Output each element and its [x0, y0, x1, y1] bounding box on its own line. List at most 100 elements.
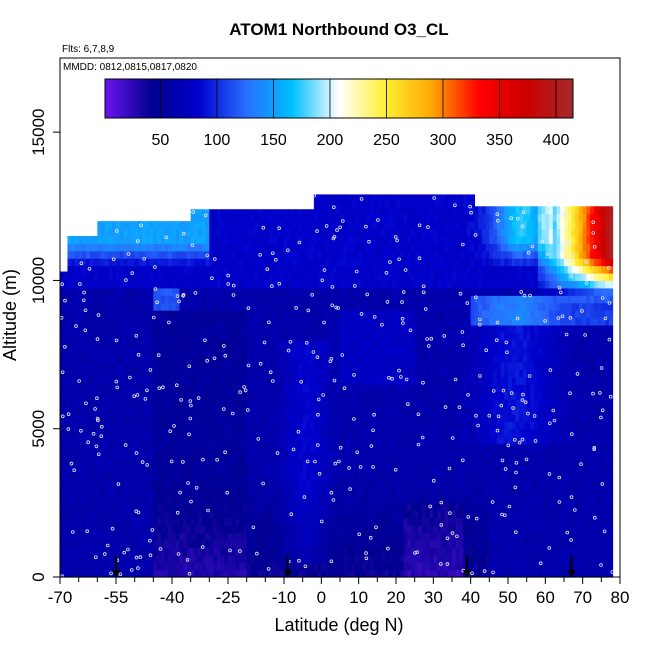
heatmap-cell	[60, 339, 65, 348]
heatmap-cell	[86, 450, 91, 459]
heatmap-cell	[153, 502, 158, 511]
heatmap-cell	[89, 369, 95, 378]
heatmap-cell	[149, 421, 154, 430]
heatmap-cell	[343, 258, 349, 267]
heatmap-cell	[242, 562, 248, 571]
heatmap-cell	[123, 450, 128, 459]
heatmap-cell	[369, 517, 375, 526]
heatmap-cell	[298, 235, 304, 244]
heatmap-cell	[369, 502, 375, 511]
heatmap-cell	[86, 436, 91, 445]
heatmap-cell	[205, 443, 210, 452]
heatmap-cell	[425, 258, 431, 267]
heatmap-cell	[164, 436, 169, 445]
heatmap-cell	[216, 209, 222, 215]
heatmap-cell	[239, 376, 244, 385]
heatmap-cell	[381, 525, 386, 534]
heatmap-cell	[67, 539, 72, 548]
heatmap-cell	[239, 488, 244, 497]
heatmap-cell	[235, 384, 240, 393]
heatmap-cell	[384, 310, 390, 319]
heatmap-cell	[280, 406, 285, 415]
heatmap-cell	[422, 213, 427, 222]
heatmap-cell	[250, 406, 255, 415]
heatmap-cell	[179, 562, 184, 571]
heatmap-cell	[313, 443, 319, 452]
heatmap-cell	[93, 488, 98, 497]
heatmap-cell	[194, 295, 199, 304]
heatmap-cell	[373, 562, 378, 571]
heatmap-cell	[123, 465, 128, 474]
heatmap-cell	[86, 376, 91, 385]
heatmap-cell	[119, 280, 125, 289]
heatmap-cell	[127, 354, 132, 363]
heatmap-cell	[97, 399, 102, 408]
heatmap-cell	[373, 287, 378, 296]
heatmap-cell	[321, 369, 326, 378]
heatmap-cell	[328, 562, 334, 571]
heatmap-cell	[343, 517, 349, 526]
heatmap-cell	[354, 287, 360, 296]
heatmap-cell	[343, 473, 349, 482]
heatmap-cell	[429, 510, 434, 519]
heatmap-cell	[116, 443, 121, 452]
heatmap-cell	[82, 287, 87, 296]
heatmap-cell	[179, 443, 184, 452]
heatmap-cell	[231, 221, 237, 230]
heatmap-cell	[340, 194, 345, 200]
heatmap-cell	[93, 265, 98, 274]
heatmap-cell	[153, 554, 158, 563]
heatmap-cell	[164, 361, 169, 370]
heatmap-cell	[190, 436, 195, 445]
heatmap-cell	[295, 287, 300, 296]
heatmap-cell	[119, 443, 125, 452]
heatmap-cell	[82, 280, 87, 289]
heatmap-cell	[108, 273, 113, 282]
heatmap-cell	[97, 228, 102, 237]
heatmap-cell	[396, 332, 401, 341]
heatmap-cell	[358, 562, 363, 571]
heatmap-cell	[321, 532, 326, 541]
heatmap-cell	[71, 324, 76, 333]
heatmap-cell	[119, 562, 125, 571]
heatmap-cell	[168, 406, 173, 415]
heatmap-cell	[272, 399, 278, 408]
heatmap-cell	[175, 391, 181, 400]
heatmap-cell	[381, 569, 386, 578]
heatmap-cell	[198, 421, 203, 430]
heatmap-cell	[220, 495, 225, 504]
heatmap-cell	[153, 221, 158, 230]
heatmap-cell	[257, 450, 263, 459]
heatmap-cell	[257, 480, 263, 489]
heatmap-cell	[254, 532, 259, 541]
heatmap-cell	[347, 287, 352, 296]
heatmap-cell	[313, 421, 319, 430]
heatmap-cell	[418, 532, 423, 541]
heatmap-cell	[269, 421, 274, 430]
heatmap-cell	[369, 569, 375, 578]
heatmap-cell	[145, 480, 151, 489]
heatmap-cell	[302, 280, 307, 289]
heatmap-cell	[325, 517, 330, 526]
heatmap-cell	[130, 376, 136, 385]
heatmap-cell	[175, 525, 181, 534]
heatmap-cell	[321, 443, 326, 452]
heatmap-cell	[213, 324, 218, 333]
heatmap-cell	[403, 273, 408, 282]
heatmap-cell	[228, 361, 233, 370]
heatmap-cell	[93, 547, 98, 556]
heatmap-cell	[63, 347, 69, 356]
heatmap-cell	[429, 450, 434, 459]
heatmap-cell	[78, 413, 83, 422]
heatmap-cell	[201, 384, 207, 393]
heatmap-cell	[336, 539, 341, 548]
heatmap-cell	[418, 369, 423, 378]
heatmap-cell	[112, 473, 117, 482]
heatmap-cell	[366, 391, 371, 400]
heatmap-cell	[351, 280, 356, 289]
heatmap-cell	[257, 258, 263, 267]
heatmap-cell	[291, 384, 296, 393]
heatmap-cell	[392, 384, 397, 393]
heatmap-cell	[145, 428, 151, 437]
heatmap-cell	[224, 465, 229, 474]
